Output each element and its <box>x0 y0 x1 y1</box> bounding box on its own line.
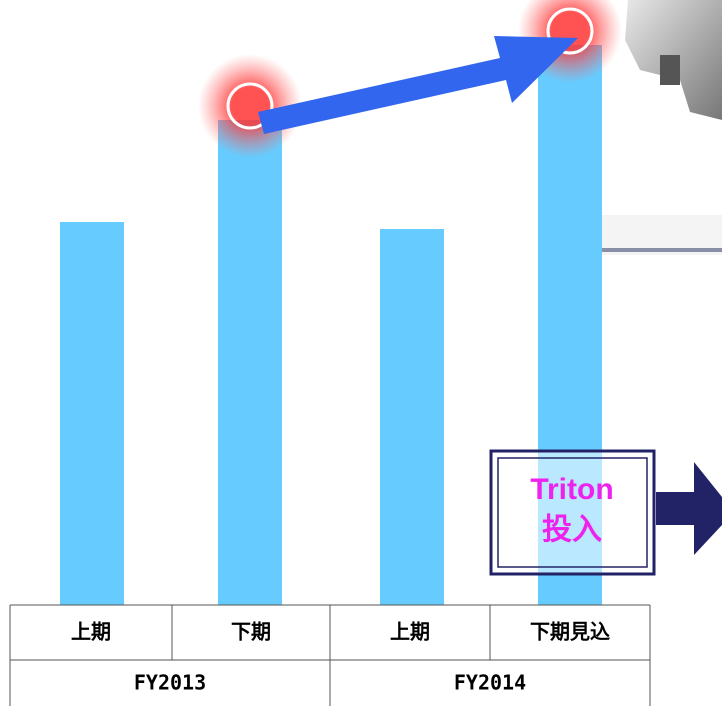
device-part <box>660 55 680 85</box>
annotation-arrow <box>656 462 722 555</box>
highlight-glow <box>198 54 302 158</box>
bar <box>380 229 444 605</box>
highlight-ring <box>226 82 274 130</box>
annotation-box-inner <box>497 457 648 568</box>
device-image <box>600 0 722 255</box>
bar <box>60 222 124 605</box>
x-tick-label: 下期 <box>231 620 271 644</box>
highlight-ring <box>546 7 594 55</box>
annotation-line1: Triton <box>530 473 613 506</box>
annotation-line2: 投入 <box>542 513 602 548</box>
x-tick-label: 上期 <box>71 620 111 644</box>
x-tick-label: 上期 <box>390 620 430 644</box>
annotation-box <box>489 449 656 576</box>
x-tick-label: 下期見込 <box>530 620 610 644</box>
trend-arrow <box>258 36 578 134</box>
category-table: 上期 下期 上期 下期見込 FY2013 FY2014 <box>9 604 651 706</box>
group-label: FY2014 <box>454 671 526 695</box>
bar <box>218 120 282 605</box>
group-label: FY2013 <box>134 671 206 695</box>
